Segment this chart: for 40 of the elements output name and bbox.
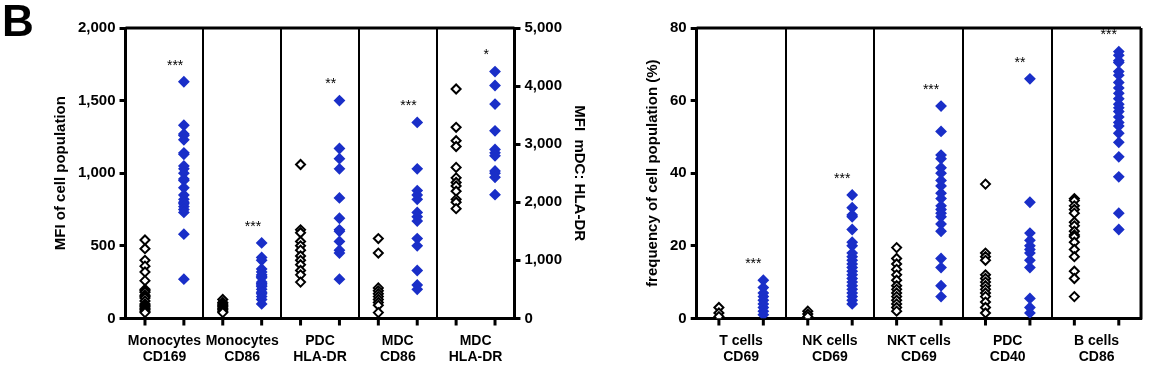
annotation: *** [1100, 26, 1118, 43]
annotation: *** [400, 97, 418, 114]
annotation: *** [834, 169, 851, 186]
annotation: ** [1014, 53, 1026, 70]
x-tick-label: MDC HLA-DR [448, 331, 503, 365]
x-tick-label: PDC CD40 [989, 331, 1026, 365]
y2-tick-label: 4,000 [524, 76, 563, 94]
annotation: *** [922, 80, 940, 97]
y2-axis-title: MFI mDC: HLA-DR [571, 105, 589, 242]
y-tick-label: 80 [670, 18, 687, 36]
y-axis-title: frequency of cell population (%) [643, 59, 661, 287]
y-tick-label: 40 [670, 163, 687, 181]
annotation: *** [244, 217, 262, 234]
y-tick-label: 20 [670, 235, 687, 253]
y-tick-label: 0 [107, 308, 116, 326]
y2-tick-label: 0 [524, 308, 533, 326]
x-tick-label: PDC HLA-DR [293, 331, 347, 365]
annotation: *** [166, 56, 184, 73]
x-tick-label: NK cells CD69 [802, 331, 858, 365]
y2-tick-label: 5,000 [524, 18, 563, 36]
x-tick-label: B cells CD86 [1074, 331, 1120, 365]
x-tick-label: NKT cells CD69 [886, 331, 951, 365]
chart-title: B [2, 0, 34, 46]
y-tick-label: 2,000 [77, 18, 116, 36]
x-tick-label: T cells CD69 [719, 331, 764, 365]
y-tick-label: 1,000 [77, 163, 116, 181]
y-tick-label: 500 [90, 235, 116, 253]
y-tick-label: 1,500 [77, 90, 116, 108]
y2-tick-label: 3,000 [524, 134, 563, 152]
y2-tick-label: 1,000 [524, 250, 563, 268]
y2-tick-label: 2,000 [524, 192, 563, 210]
y-tick-label: 60 [670, 90, 687, 108]
annotation: * [483, 46, 490, 63]
annotation: *** [745, 255, 763, 272]
y-tick-label: 0 [678, 308, 687, 326]
x-tick-label: Monocytes CD86 [205, 331, 279, 365]
x-tick-label: Monocytes CD169 [127, 331, 202, 365]
y-axis-title: MFI of cell population [51, 96, 69, 251]
annotation: ** [325, 75, 337, 92]
x-tick-label: MDC CD86 [379, 331, 416, 365]
